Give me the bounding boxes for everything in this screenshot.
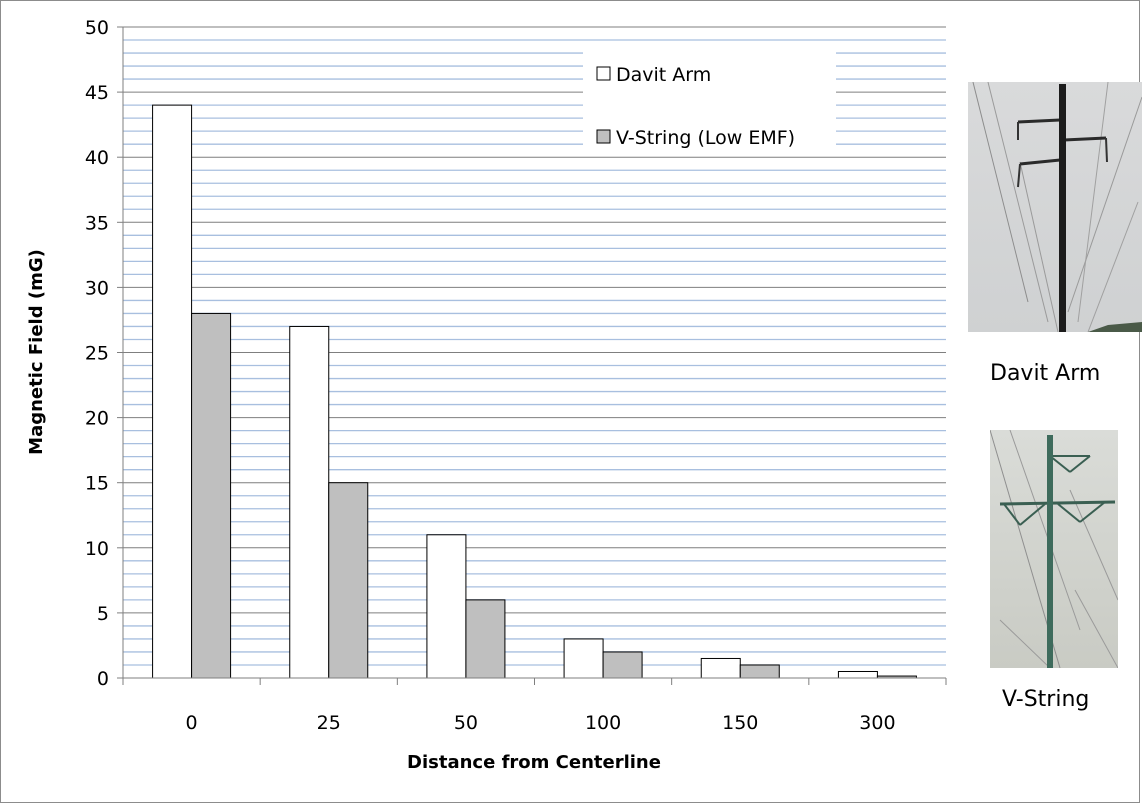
bar-v-string-100: [602, 651, 643, 679]
y-tick-label: 30: [85, 277, 109, 299]
v-string-caption: V-String: [1002, 687, 1090, 712]
y-tick-label: 35: [85, 212, 109, 234]
y-tick-label: 0: [97, 668, 109, 690]
y-tick-label: 20: [85, 408, 109, 430]
x-tick-label: 100: [585, 712, 621, 734]
legend-background: [583, 45, 836, 155]
x-tick-label: 150: [722, 712, 758, 734]
y-axis-title: Magnetic Field (mG): [26, 249, 47, 455]
legend-swatch-v-string: [596, 129, 611, 144]
y-tick-label: 10: [85, 538, 109, 560]
y-tick-labels: 0 5 10 15 20 25 30 35 40 45 50: [85, 17, 109, 690]
y-tick-label: 15: [85, 473, 109, 495]
y-tick-label: 40: [85, 147, 109, 169]
bar-davit-arm-0: [152, 104, 193, 679]
v-string-photo: [990, 430, 1118, 668]
bar-davit-arm-100: [563, 638, 604, 679]
x-axis-title: Distance from Centerline: [407, 752, 661, 773]
y-tick-label: 50: [85, 17, 109, 39]
x-tick-labels: 0 25 50 100 150 300: [186, 712, 896, 734]
y-tick-label: 45: [85, 82, 109, 104]
x-tick-label: 0: [186, 712, 198, 734]
bar-v-string-50: [465, 599, 506, 679]
x-tick-label: 25: [317, 712, 341, 734]
bar-davit-arm-50: [426, 534, 467, 679]
legend: Davit Arm V-String (Low EMF): [583, 45, 836, 155]
bar-davit-arm-25: [289, 325, 330, 679]
bar-v-string-25: [328, 482, 369, 679]
gridlines: [123, 26, 946, 666]
y-tick-label: 25: [85, 343, 109, 365]
y-tick-label: 5: [97, 603, 109, 625]
axes: [117, 26, 947, 685]
bar-davit-arm-150: [700, 657, 741, 679]
bar-v-string-0: [191, 312, 232, 679]
legend-label-v-string: V-String (Low EMF): [616, 127, 795, 149]
legend-label-davit-arm: Davit Arm: [616, 64, 711, 86]
davit-arm-photo: [968, 82, 1142, 332]
bar-chart: 0 5 10 15 20 25 30 35 40 45 50 0 25 50 100 150 300 Magn…: [26, 17, 947, 773]
x-tick-label: 50: [454, 712, 478, 734]
x-tick-label: 300: [859, 712, 895, 734]
bar-davit-arm-300: [837, 670, 878, 679]
bars: [152, 104, 917, 679]
legend-swatch-davit-arm: [596, 66, 611, 81]
bar-v-string-150: [739, 664, 780, 679]
davit-arm-caption: Davit Arm: [990, 361, 1101, 386]
